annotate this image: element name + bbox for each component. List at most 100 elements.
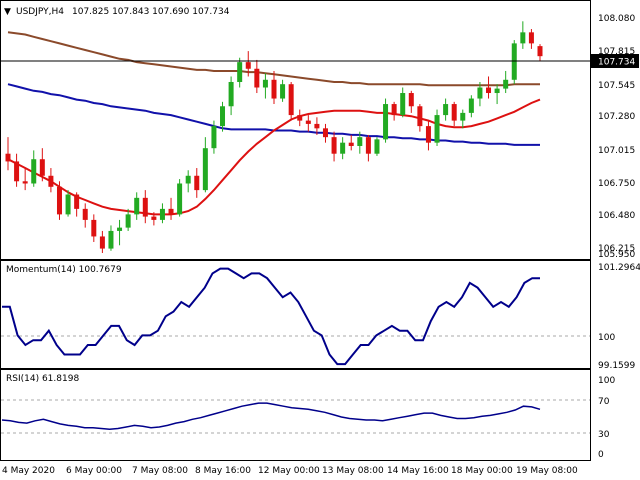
candle-body — [520, 32, 526, 44]
candle-body — [528, 32, 534, 44]
candle-body — [434, 115, 440, 143]
candle-body — [425, 126, 431, 143]
candle-body — [31, 159, 37, 184]
price-series-layer — [5, 21, 543, 253]
candle-body — [494, 88, 500, 94]
candle-body — [245, 62, 251, 69]
candle-body — [365, 137, 371, 154]
candle-body — [5, 153, 11, 162]
candle-body — [65, 194, 71, 215]
rsi-title: RSI(14) 61.8198 — [6, 374, 79, 384]
rsi-line — [1, 402, 541, 431]
candle-body — [14, 161, 20, 182]
momentum-series-layer — [2, 267, 540, 366]
candle-body — [417, 106, 423, 127]
candle-body — [125, 214, 131, 228]
candle-body — [91, 219, 97, 237]
momentum-panel-frame — [0, 260, 591, 369]
rsi-tick: 0 — [598, 450, 604, 460]
time-tick: 14 May 16:00 — [387, 466, 449, 476]
price-tick: 107.545 — [598, 81, 635, 91]
candle-body — [451, 104, 457, 121]
momentum-line — [2, 267, 540, 366]
candle-body — [271, 79, 277, 99]
candle-body — [39, 159, 45, 176]
candle-body — [99, 236, 105, 249]
candle-body — [374, 139, 380, 154]
candle-body — [117, 227, 123, 231]
candle-body — [391, 104, 397, 116]
candle-body — [297, 115, 303, 121]
current-price-label: 107.734 — [598, 58, 635, 68]
candle-body — [134, 197, 140, 215]
candle-body — [314, 123, 320, 129]
time-tick: 12 May 00:00 — [258, 466, 320, 476]
candle-body — [331, 137, 337, 154]
time-tick: 19 May 08:00 — [516, 466, 578, 476]
chart-header-arrow-icon[interactable]: ▼ — [4, 7, 11, 17]
momentum-tick: 99.1599 — [598, 361, 635, 371]
time-tick: 7 May 08:00 — [132, 466, 188, 476]
candle-body — [228, 81, 234, 107]
candle-body — [194, 175, 200, 191]
candle-body — [177, 183, 183, 215]
momentum-title: Momentum(14) 100.7679 — [6, 265, 122, 275]
time-tick: 13 May 08:00 — [322, 466, 384, 476]
candle-body — [305, 120, 311, 124]
candle-body — [357, 137, 363, 146]
momentum-tick: 101.2964 — [598, 263, 640, 273]
candle-body — [202, 148, 208, 191]
time-tick: 18 May 00:00 — [451, 466, 513, 476]
price-tick: 108.080 — [598, 14, 635, 24]
candle-body — [108, 230, 114, 249]
candle-body — [468, 98, 474, 113]
time-tick: 8 May 16:00 — [195, 466, 251, 476]
rsi-panel-frame — [0, 369, 591, 461]
price-tick: 107.015 — [598, 146, 635, 156]
candle-body — [477, 87, 483, 99]
candle-body — [22, 181, 28, 184]
candle-body — [400, 93, 406, 116]
candle-body — [151, 216, 157, 220]
candle-body — [142, 197, 148, 217]
sma-fast-line — [7, 98, 541, 216]
rsi-tick: 100 — [598, 376, 615, 386]
candle-body — [220, 106, 226, 127]
candle-body — [503, 79, 509, 89]
price-tick: 107.815 — [598, 47, 635, 57]
candle-body — [340, 142, 346, 154]
price-tick: 106.480 — [598, 211, 635, 221]
candle-body — [537, 46, 543, 57]
chart-ohlc: 107.825 107.843 107.690 107.734 — [72, 7, 230, 17]
rsi-tick: 30 — [598, 430, 610, 440]
candle-body — [254, 68, 260, 88]
candle-body — [511, 43, 517, 80]
candle-body — [56, 186, 62, 215]
candle-body — [185, 175, 191, 184]
candle-body — [460, 112, 466, 121]
candle-body — [262, 79, 268, 88]
price-tick: 106.215 — [598, 244, 635, 254]
candle-body — [322, 128, 328, 138]
candle-body — [443, 104, 449, 116]
price-panel-frame — [0, 0, 591, 260]
rsi-series-layer — [1, 402, 541, 431]
candle-body — [74, 194, 80, 209]
candle-body — [237, 62, 243, 82]
candle-body — [82, 208, 88, 220]
candle-body — [280, 84, 286, 99]
price-tick: 107.280 — [598, 112, 635, 122]
current-price-badge — [591, 54, 639, 68]
candle-body — [408, 93, 414, 107]
price-tick: 105.950 — [598, 250, 635, 260]
chart-symbol: USDJPY,H4 — [16, 7, 64, 17]
candle-body — [486, 87, 492, 94]
price-tick: 106.750 — [598, 179, 635, 189]
time-tick: 4 May 2020 — [2, 466, 55, 476]
candle-body — [48, 175, 54, 187]
time-tick: 6 May 00:00 — [66, 466, 122, 476]
candle-body — [159, 208, 165, 220]
candle-body — [348, 142, 354, 146]
candle-body — [211, 126, 217, 149]
